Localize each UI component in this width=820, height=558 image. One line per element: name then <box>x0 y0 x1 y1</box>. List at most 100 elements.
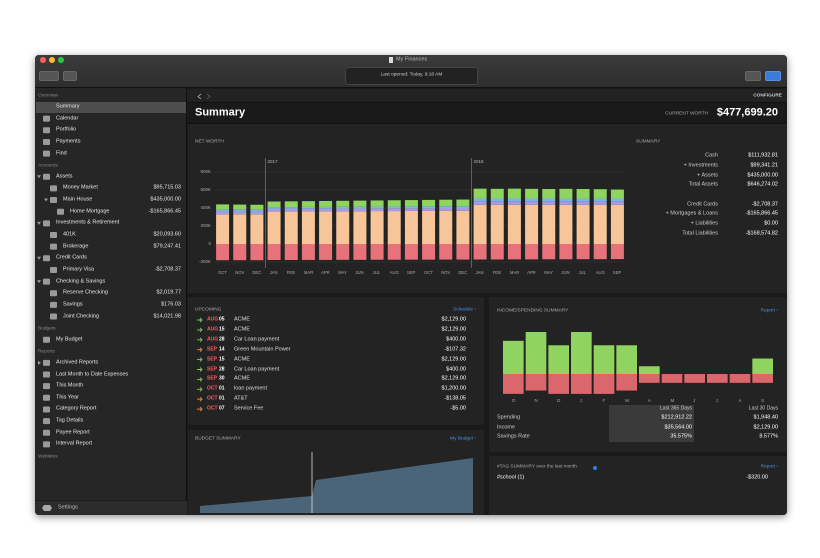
bar-segment <box>336 211 350 244</box>
sidebar-amount: -$165,866.45 <box>148 207 181 214</box>
sidebar-item[interactable]: Calendar <box>56 114 79 121</box>
sidebar-section-title: Websites <box>38 454 58 460</box>
sidebar-item[interactable]: Investments & Retirement <box>56 219 120 226</box>
bar-segment <box>353 244 367 260</box>
panel-link[interactable]: Report › <box>760 464 778 470</box>
sidebar-item[interactable]: Payee Report <box>56 429 90 435</box>
x-tick-label: DEC <box>458 269 468 275</box>
share-button[interactable] <box>745 71 761 81</box>
x-tick-label: NOV <box>235 269 245 275</box>
refresh-button[interactable] <box>63 71 77 81</box>
zoom-button[interactable] <box>58 57 64 63</box>
x-tick-label: FEB <box>286 269 295 275</box>
upcoming-payee: Car Loan payment <box>234 365 280 372</box>
sidebar-icon <box>43 359 50 366</box>
y-tick-label: 800K <box>200 168 211 174</box>
sidebar-item[interactable]: Money Market <box>63 184 98 191</box>
sidebar-item[interactable]: This Year <box>56 394 79 401</box>
sidebar-item[interactable]: Joint Checking <box>63 312 100 319</box>
bar-segment <box>473 198 487 202</box>
disclosure-triangle <box>37 175 41 179</box>
view-button[interactable] <box>765 71 781 81</box>
sidebar-item[interactable]: Brokerage <box>63 242 89 249</box>
x-tick-label: O <box>511 397 516 403</box>
sidebar-item[interactable]: Payments <box>56 138 81 145</box>
bar-segment <box>542 201 556 205</box>
upcoming-icon <box>197 406 203 412</box>
sidebar-item[interactable]: This Month <box>56 382 84 389</box>
bar-segment <box>216 244 230 261</box>
bar-segment <box>559 204 573 244</box>
bar-segment <box>559 244 573 260</box>
bar <box>571 332 592 374</box>
bar-segment <box>576 201 590 205</box>
bar <box>707 374 728 383</box>
sidebar-item[interactable]: My Budget <box>56 335 83 342</box>
upcoming-day: 14 <box>219 346 225 353</box>
sidebar-icon <box>43 383 50 390</box>
bar <box>525 374 547 391</box>
sidebar-item[interactable]: Reserve Checking <box>63 289 108 296</box>
panel-link[interactable]: My Budget › <box>450 436 476 442</box>
x-tick-label: AUG <box>389 269 399 275</box>
x-tick-label: MAY <box>338 269 348 275</box>
upcoming-month: OCT <box>207 405 218 412</box>
sidebar-icon <box>50 197 57 204</box>
bar-segment <box>439 244 453 260</box>
close-button[interactable] <box>40 57 46 63</box>
x-tick-label: OCT <box>218 269 227 275</box>
bar-segment <box>233 244 247 261</box>
sidebar-item[interactable]: Category Report <box>56 405 97 412</box>
sidebar-item[interactable]: Main House <box>63 196 93 203</box>
sidebar-item[interactable]: Home Mortgage <box>70 207 110 214</box>
bar-segment <box>387 244 401 260</box>
bar-segment <box>542 189 556 199</box>
sidebar-item[interactable]: Credit Cards <box>56 254 87 261</box>
bar-segment <box>576 189 590 199</box>
bar-segment <box>507 244 521 260</box>
tag-panel <box>489 456 787 515</box>
sidebar-item[interactable]: Interval Report <box>56 440 93 447</box>
sidebar-item[interactable]: 401K <box>63 231 76 238</box>
sidebar-item[interactable]: Checking & Savings <box>56 277 106 284</box>
configure-button[interactable]: CONFIGURE <box>753 93 782 99</box>
tab-strip <box>187 89 787 103</box>
sidebar-item[interactable]: Tag Details <box>56 417 84 424</box>
nav-forward[interactable] <box>206 93 211 100</box>
panel-link[interactable]: Report › <box>760 308 778 314</box>
bar <box>729 374 751 383</box>
sidebar-item[interactable]: Savings <box>63 301 83 308</box>
sidebar-icon <box>43 150 50 157</box>
sidebar-item[interactable]: Portfolio <box>56 126 77 133</box>
bar-segment <box>559 198 573 202</box>
chart-title: NET WORTH <box>195 139 224 145</box>
sidebar-amount: $176.03 <box>161 301 181 308</box>
sidebar-item[interactable]: Archived Reports <box>56 359 99 366</box>
upcoming-icon <box>197 396 203 402</box>
nav-back[interactable] <box>197 93 202 100</box>
x-tick-label: SEP <box>406 269 416 275</box>
bar-segment <box>301 206 315 209</box>
bar-segment <box>250 209 264 212</box>
sidebar-item[interactable]: Last Month to Date Expenses <box>56 370 129 377</box>
sidebar-item[interactable]: Assets <box>56 173 73 179</box>
bar-segment <box>439 199 453 207</box>
sidebar-item[interactable]: Summary <box>56 103 80 110</box>
bar <box>525 332 547 374</box>
bar-segment <box>525 244 539 260</box>
sidebar-item[interactable]: Find <box>56 149 67 156</box>
settings-label[interactable]: Settings <box>58 504 78 511</box>
summary-value: -$168,574.82 <box>745 230 778 237</box>
add-button[interactable] <box>39 71 59 81</box>
upcoming-payee: ACME <box>234 326 250 333</box>
minimize-button[interactable] <box>49 57 55 63</box>
sidebar-footer <box>35 500 187 515</box>
bar-segment <box>319 211 333 244</box>
sidebar-item[interactable]: Primary Visa <box>63 266 95 273</box>
panel-link[interactable]: Schedule › <box>453 307 476 313</box>
upcoming-payee: ACME <box>234 316 250 323</box>
bar-segment <box>422 244 436 260</box>
bar-segment <box>301 201 315 207</box>
summary-value: $0.00 <box>764 220 778 227</box>
